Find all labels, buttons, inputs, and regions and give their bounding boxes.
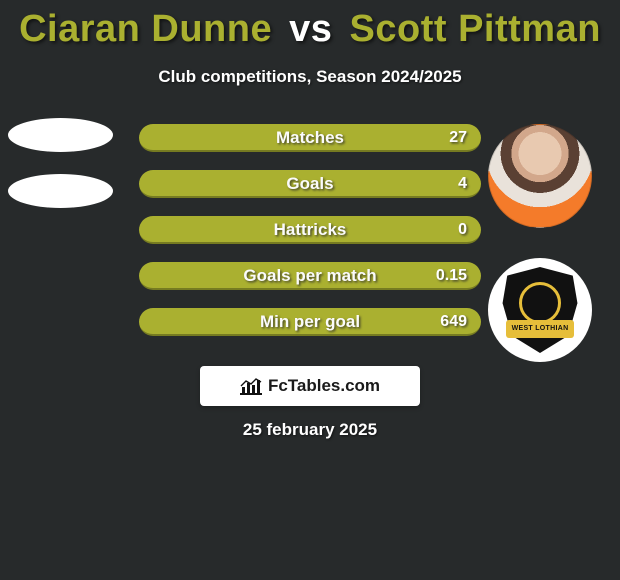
player2-avatar	[488, 124, 592, 228]
blank-ellipse	[8, 118, 113, 152]
bar-label: Matches	[276, 128, 344, 148]
player2-club-logo: WEST LOTHIAN	[488, 258, 592, 362]
bar-label: Hattricks	[274, 220, 347, 240]
bar-value-right: 4	[458, 175, 467, 193]
bar-value-right: 27	[449, 129, 467, 147]
bar-row-mpg: Min per goal 649	[139, 308, 481, 336]
shield-ring	[519, 282, 561, 324]
bar-label: Min per goal	[260, 312, 360, 332]
footer-date: 25 february 2025	[0, 420, 620, 440]
shield-band: WEST LOTHIAN	[506, 320, 575, 338]
comparison-bars: Matches 27 Goals 4 Hattricks 0 Goals per…	[139, 124, 481, 354]
bar-row-matches: Matches 27	[139, 124, 481, 152]
bar-label: Goals per match	[243, 266, 376, 286]
bar-value-right: 0	[458, 221, 467, 239]
club-shield: WEST LOTHIAN	[501, 267, 579, 353]
shield-band-text: WEST LOTHIAN	[512, 325, 569, 332]
fctables-logo[interactable]: FcTables.com	[200, 366, 420, 406]
bar-value-right: 649	[440, 313, 467, 331]
blank-ellipse	[8, 174, 113, 208]
bar-label: Goals	[286, 174, 333, 194]
bar-row-goals: Goals 4	[139, 170, 481, 198]
title-player1: Ciaran Dunne	[19, 8, 272, 50]
chart-icon	[240, 377, 262, 395]
bar-row-gpm: Goals per match 0.15	[139, 262, 481, 290]
fctables-text: FcTables.com	[268, 376, 380, 396]
subtitle: Club competitions, Season 2024/2025	[0, 67, 620, 87]
bar-value-right: 0.15	[436, 267, 467, 285]
title-vs: vs	[289, 8, 332, 50]
page-title: Ciaran Dunne vs Scott Pittman	[0, 0, 620, 51]
title-player2: Scott Pittman	[350, 8, 601, 50]
bar-row-hattricks: Hattricks 0	[139, 216, 481, 244]
right-player-column: WEST LOTHIAN	[488, 124, 594, 392]
left-player-column	[8, 118, 128, 230]
